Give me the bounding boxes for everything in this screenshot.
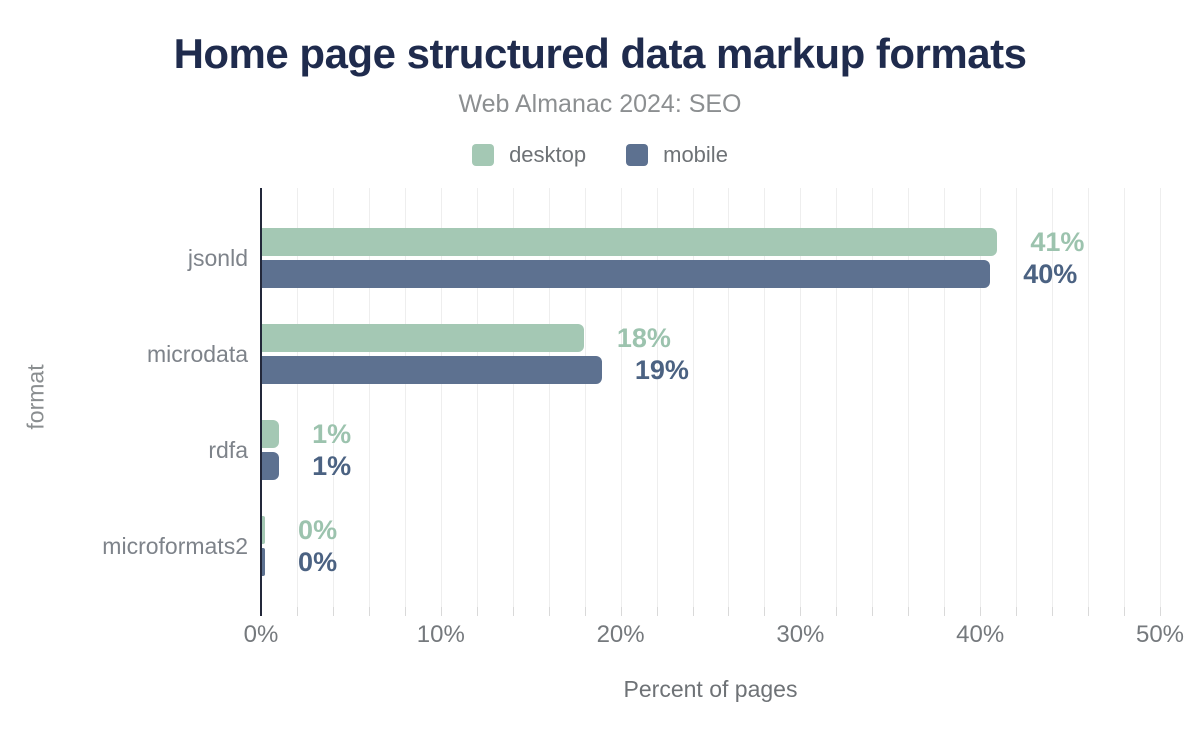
gridline [512,188,514,607]
x-axis-tick [584,607,586,616]
gridline [332,188,334,607]
category-label: microformats2 [102,533,248,559]
mobile-legend-swatch-icon [626,144,649,166]
gridline [872,188,874,607]
desktop-bar-value-label: 0% [298,515,338,545]
desktop-bar [262,228,998,256]
gridline [548,188,550,607]
gridline [692,188,694,607]
gridline [836,188,838,607]
x-axis-tick [368,607,370,616]
gridline [1088,188,1090,607]
mobile-bar [262,452,280,480]
chart-title: Home page structured data markup formats [173,30,1027,77]
gridline [584,188,586,607]
gridline [476,188,478,607]
x-axis-tick [332,607,334,616]
desktop-bar [262,516,266,544]
gridline [1124,188,1126,607]
gridline [296,188,298,607]
gridline [1016,188,1018,607]
x-axis-tick [1052,607,1054,616]
gridline [440,188,442,607]
gridline [908,188,910,607]
desktop-legend-swatch-icon [472,144,495,166]
x-axis-tick [1124,607,1126,616]
mobile-bar [262,260,991,288]
desktop-bar [262,420,280,448]
x-axis-tick [980,607,982,616]
x-tick-label: 50% [1135,621,1185,648]
x-axis-title: Percent of pages [623,676,798,702]
category-label: rdfa [208,437,248,463]
x-axis-tick [548,607,550,616]
x-axis-tick [656,607,658,616]
x-axis-tick [1088,607,1090,616]
mobile-bar-value-label: 19% [634,355,689,385]
mobile-bar [262,548,266,576]
desktop-bar-value-label: 18% [616,323,671,353]
legend-label-mobile: mobile [663,142,728,167]
legend-item-mobile: mobile [626,142,728,168]
x-axis-tick [476,607,478,616]
x-axis-tick [836,607,838,616]
gridline [944,188,946,607]
gridline [1052,188,1054,607]
x-axis-tick [908,607,910,616]
x-axis-tick [764,607,766,616]
mobile-bar [262,356,602,384]
x-tick-label: 0% [243,621,279,648]
x-axis-tick [728,607,730,616]
legend-label-desktop: desktop [509,142,587,167]
mobile-bar-value-label: 1% [312,451,352,481]
x-axis-tick [1160,607,1161,616]
x-axis-tick [296,607,298,616]
x-tick-label: 40% [956,621,1005,648]
category-label: jsonld [187,245,248,271]
mobile-bar-value-label: 40% [1023,259,1078,289]
x-axis-tick [872,607,874,616]
x-axis-tick [440,607,442,616]
gridline [656,188,658,607]
x-tick-label: 20% [596,621,645,648]
chart-subtitle: Web Almanac 2024: SEO [458,90,742,118]
y-axis-title: format [22,364,49,430]
x-axis-tick [944,607,946,616]
gridline [728,188,730,607]
gridline [800,188,802,607]
y-axis-line [260,188,262,616]
category-label: microdata [147,341,248,367]
x-axis-tick [800,607,802,616]
desktop-bar-value-label: 1% [312,419,352,449]
x-tick-label: 10% [416,621,465,648]
desktop-bar-value-label: 41% [1030,227,1085,257]
desktop-bar [262,324,584,352]
gridline [764,188,766,607]
plot-area: Percent of pages 0% 10% 20% 30% 40% 50% jsonld… [102,188,1184,702]
gridline [404,188,406,607]
gridline [1160,188,1161,607]
x-tick-label: 30% [776,621,825,648]
x-axis-tick [512,607,514,616]
mobile-bar-value-label: 0% [298,547,338,577]
x-axis-tick [1016,607,1018,616]
legend: desktop mobile [0,142,1200,168]
gridline [980,188,982,607]
x-axis-tick [620,607,622,616]
x-axis-tick [404,607,406,616]
gridline [620,188,622,607]
gridline [368,188,370,607]
legend-item-desktop: desktop [472,142,586,168]
x-axis-tick [692,607,694,616]
